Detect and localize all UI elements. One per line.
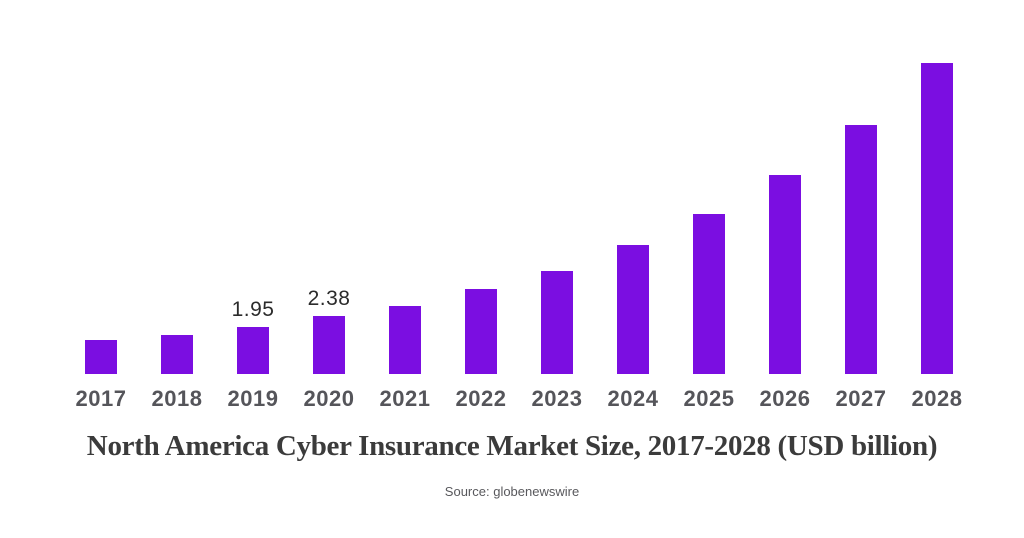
bar-2026 bbox=[769, 175, 801, 374]
x-tick-label: 2026 bbox=[759, 386, 811, 411]
bar-column: 2027 bbox=[836, 125, 886, 411]
bar-column: 1.95 2019 bbox=[228, 298, 278, 411]
x-tick-label: 2019 bbox=[227, 386, 279, 411]
bar-column: 2028 bbox=[912, 63, 962, 411]
bar-column: 2022 bbox=[456, 289, 506, 411]
x-tick-label: 2017 bbox=[75, 386, 127, 411]
chart-title: North America Cyber Insurance Market Siz… bbox=[86, 430, 938, 462]
bar-column: 2017 bbox=[76, 340, 126, 411]
bar-column: 2.38 2020 bbox=[304, 287, 354, 411]
source-caption: Source: globenewswire bbox=[444, 484, 580, 499]
bar-column: 2024 bbox=[608, 245, 658, 411]
bar-2027 bbox=[845, 125, 877, 374]
x-tick-label: 2022 bbox=[455, 386, 507, 411]
bar-column: 2021 bbox=[380, 306, 430, 411]
x-tick-label: 2028 bbox=[911, 386, 963, 411]
bar-column: 2025 bbox=[684, 214, 734, 411]
bar-column: 2023 bbox=[532, 271, 582, 411]
bar-value-label: 1.95 bbox=[231, 298, 275, 321]
x-tick-label: 2024 bbox=[607, 386, 659, 411]
x-tick-label: 2027 bbox=[835, 386, 887, 411]
bar-2018 bbox=[161, 335, 193, 374]
bar-column: 2026 bbox=[760, 175, 810, 411]
bar-2024 bbox=[617, 245, 649, 374]
x-tick-label: 2018 bbox=[151, 386, 203, 411]
bar-2020 bbox=[313, 316, 345, 374]
bar-2019 bbox=[237, 327, 269, 374]
bar-2023 bbox=[541, 271, 573, 374]
x-tick-label: 2020 bbox=[303, 386, 355, 411]
bar-2022 bbox=[465, 289, 497, 374]
bar-2028 bbox=[921, 63, 953, 374]
bar-2017 bbox=[85, 340, 117, 374]
x-tick-label: 2023 bbox=[531, 386, 583, 411]
bar-2021 bbox=[389, 306, 421, 374]
x-tick-label: 2021 bbox=[379, 386, 431, 411]
x-tick-label: 2025 bbox=[683, 386, 735, 411]
bars-row: 2017 2018 1.95 2019 2.38 2020 2021 2022 2023 2024… bbox=[76, 63, 962, 411]
bar-value-label: 2.38 bbox=[307, 287, 351, 310]
bar-column: 2018 bbox=[152, 335, 202, 411]
bar-2025 bbox=[693, 214, 725, 374]
